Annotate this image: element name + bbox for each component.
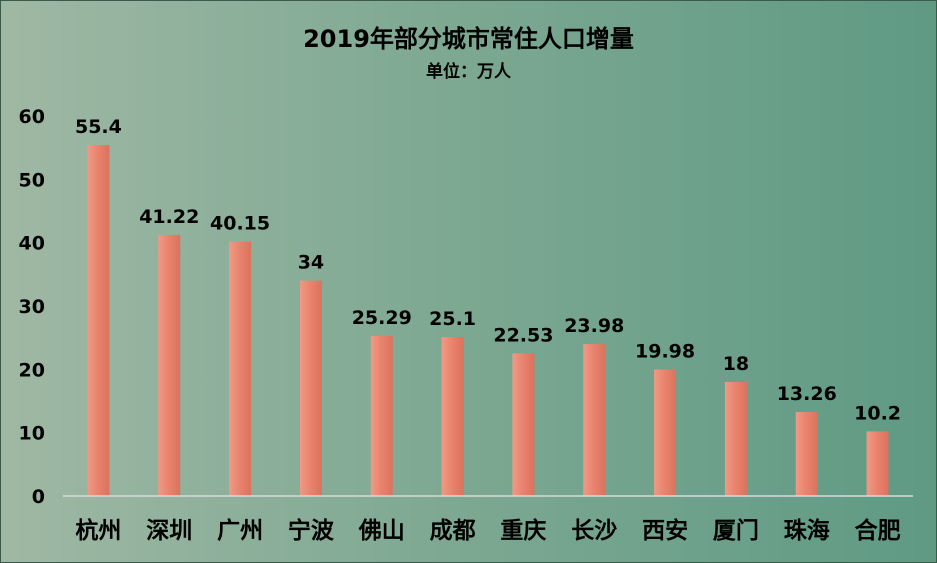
x-tick-label: 长沙 <box>571 518 617 544</box>
x-tick-label: 宁波 <box>288 517 335 544</box>
bar <box>654 369 677 496</box>
y-tick-label: 40 <box>19 233 45 255</box>
bar <box>229 241 252 496</box>
data-label: 25.29 <box>352 307 412 329</box>
data-label: 55.4 <box>75 116 122 138</box>
bar <box>866 431 889 496</box>
bar <box>512 353 535 496</box>
x-tick-label: 西安 <box>642 517 688 544</box>
x-tick-label: 成都 <box>430 518 476 544</box>
chart-subtitle: 单位：万人 <box>426 62 511 82</box>
bar <box>441 337 464 496</box>
y-tick-label: 0 <box>32 486 45 508</box>
data-label: 23.98 <box>564 315 624 337</box>
x-axis: 杭州 深圳 广州 宁波 佛山 成都 重庆 长沙 西安 厦门 珠海 合肥 <box>63 495 913 544</box>
chart-title: 2019年部分城市常住人口增量 <box>303 25 634 53</box>
bar <box>724 382 747 496</box>
bar <box>795 412 818 496</box>
data-label: 40.15 <box>210 213 270 235</box>
x-tick-label: 佛山 <box>358 518 405 544</box>
data-label: 22.53 <box>493 324 553 346</box>
x-tick-label: 深圳 <box>146 518 192 544</box>
y-tick-label: 60 <box>19 106 45 128</box>
x-tick-label: 珠海 <box>784 517 830 544</box>
data-label: 19.98 <box>635 340 695 362</box>
bar <box>583 344 606 496</box>
y-axis: 0 10 20 30 40 50 60 <box>19 106 45 508</box>
bar <box>370 335 393 496</box>
y-tick-label: 30 <box>19 296 45 318</box>
data-label: 10.2 <box>854 402 901 424</box>
x-tick-label: 广州 <box>217 517 263 544</box>
data-label: 25.1 <box>429 308 476 330</box>
x-tick-label: 杭州 <box>75 517 121 544</box>
x-tick-label: 重庆 <box>500 517 546 544</box>
x-tick-label: 合肥 <box>855 517 901 544</box>
y-tick-label: 50 <box>19 169 45 191</box>
y-tick-label: 10 <box>19 423 45 445</box>
data-label: 34 <box>298 252 324 274</box>
data-label: 13.26 <box>777 383 837 405</box>
bar <box>158 234 181 496</box>
bar <box>299 280 322 496</box>
data-label: 18 <box>723 353 749 375</box>
data-label: 41.22 <box>139 206 199 228</box>
x-tick-label: 厦门 <box>713 517 759 544</box>
y-tick-label: 20 <box>19 359 45 381</box>
bars: 55.4 41.22 40.15 34 25.29 25.1 22.53 23.98 19.98… <box>75 116 901 496</box>
bar <box>87 145 110 496</box>
